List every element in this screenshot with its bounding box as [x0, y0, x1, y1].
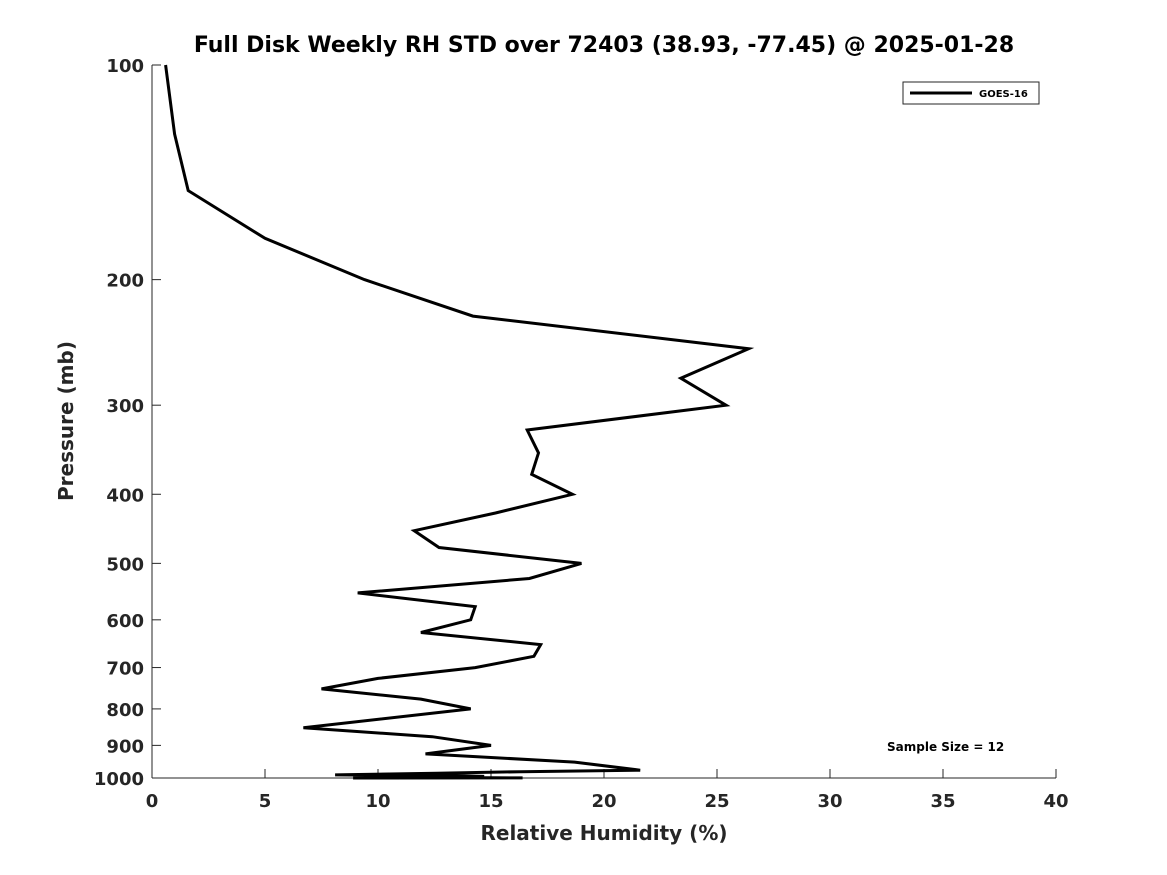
- sample-size-annotation: Sample Size = 12: [887, 740, 1004, 754]
- y-tick-label: 800: [106, 700, 144, 721]
- y-tick-label: 400: [106, 485, 144, 506]
- x-tick-label: 5: [259, 791, 272, 812]
- x-tick-label: 10: [365, 791, 390, 812]
- y-tick-label: 200: [106, 271, 144, 292]
- x-ticks: 0 5 10 15 20 25 30 35 40: [146, 769, 1069, 812]
- x-tick-label: 15: [478, 791, 503, 812]
- y-tick-label: 300: [106, 396, 144, 417]
- series-line-goes-16: [164, 64, 755, 780]
- x-tick-label: 0: [146, 791, 159, 812]
- x-tick-label: 25: [704, 791, 729, 812]
- y-tick-label: 900: [106, 736, 144, 757]
- series-layer: [164, 64, 755, 780]
- x-tick-label: 30: [817, 791, 842, 812]
- chart-title: Full Disk Weekly RH STD over 72403 (38.9…: [194, 33, 1014, 58]
- legend: GOES-16: [902, 81, 1040, 105]
- x-tick-label: 35: [930, 791, 955, 812]
- y-ticks: 100 200 300 400 500 600 700 800 900 1000: [94, 56, 161, 790]
- y-tick-label: 500: [106, 554, 144, 575]
- x-axis-label: Relative Humidity (%): [480, 821, 727, 845]
- y-axis-label: Pressure (mb): [54, 341, 78, 501]
- y-tick-label: 100: [106, 56, 144, 77]
- y-tick-label: 700: [106, 659, 144, 680]
- y-tick-label: 600: [106, 611, 144, 632]
- x-tick-label: 20: [591, 791, 616, 812]
- y-tick-label: 1000: [94, 769, 144, 790]
- x-tick-label: 40: [1043, 791, 1068, 812]
- legend-label: GOES-16: [979, 89, 1028, 100]
